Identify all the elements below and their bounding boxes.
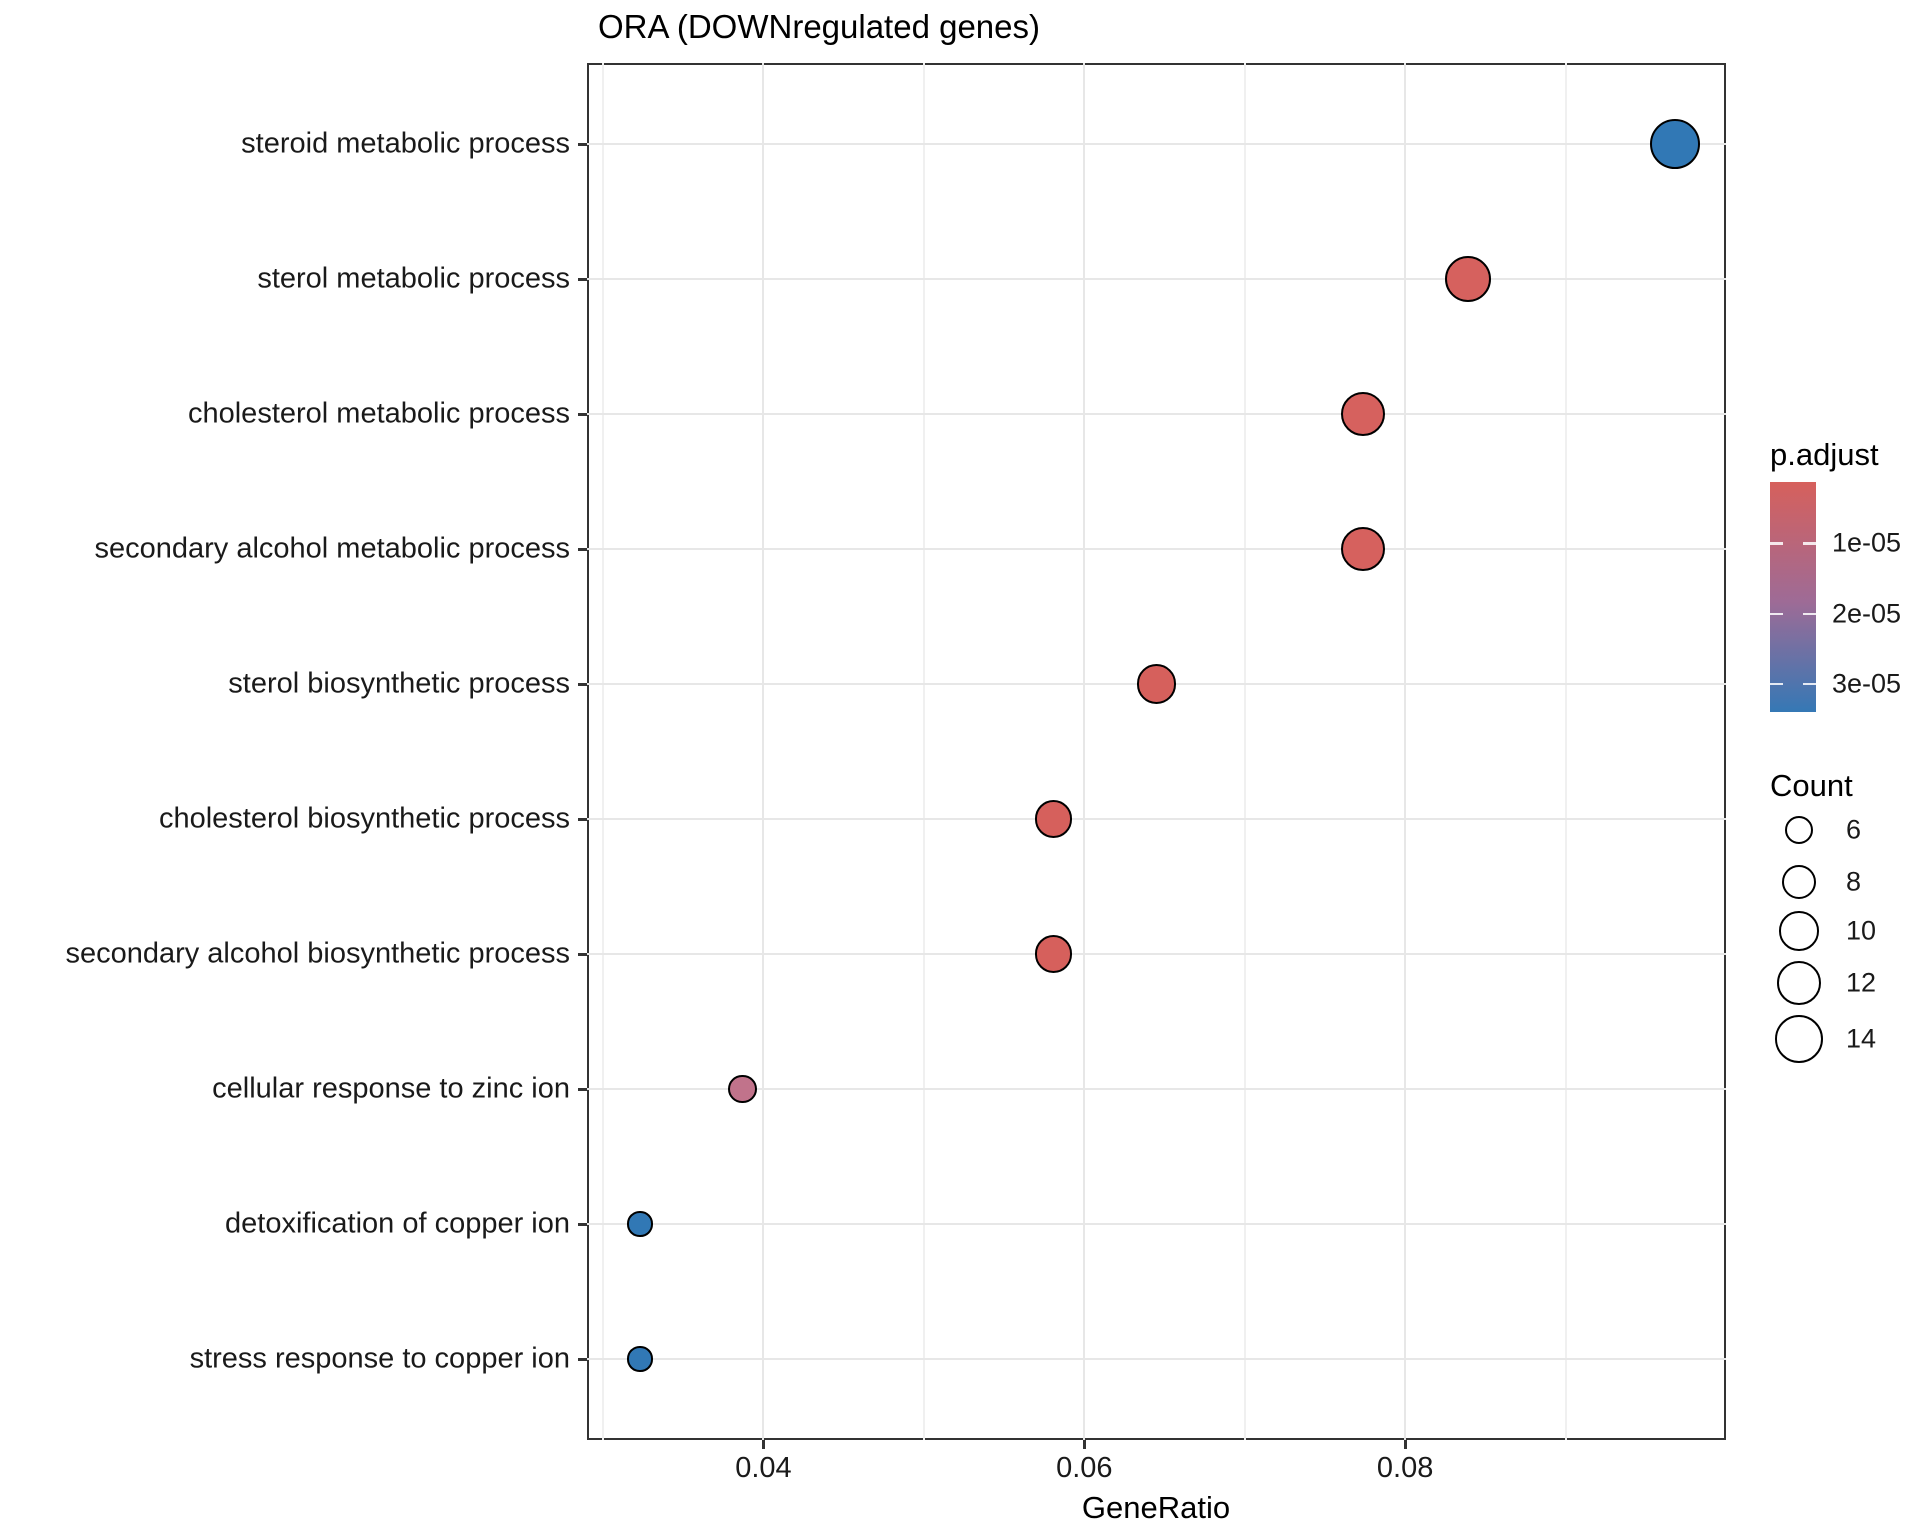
y-axis-tick (578, 143, 587, 146)
grid-line-y-major (587, 143, 1726, 145)
grid-line-y-major (587, 1223, 1726, 1225)
data-point (1649, 119, 1700, 169)
data-point (1341, 392, 1386, 436)
y-axis-label: sterol metabolic process (257, 262, 570, 295)
grid-line-y-major (587, 953, 1726, 955)
grid-line-x-major (1404, 63, 1407, 1440)
x-axis-tick (762, 1440, 765, 1449)
legend-count-circle (1774, 1014, 1823, 1063)
legend-count-circle (1781, 864, 1817, 900)
x-tick-label: 0.06 (1056, 1452, 1113, 1484)
data-point (1035, 800, 1073, 838)
grid-line-y-major (587, 413, 1726, 415)
x-tick-label: 0.08 (1376, 1452, 1434, 1484)
data-point-layer (587, 63, 1726, 1440)
legend-padjust-tick-label: 3e-05 (1832, 668, 1902, 699)
legend-padjust-tick-label: 2e-05 (1832, 598, 1902, 629)
grid-line-x-major (1083, 63, 1086, 1440)
grid-line-x-major (762, 63, 765, 1440)
data-point (1136, 664, 1177, 704)
legend-count-label: 12 (1846, 967, 1877, 998)
grid-line-y-major (587, 1358, 1726, 1360)
y-axis-label: secondary alcohol metabolic process (94, 532, 570, 565)
y-axis-label: cholesterol biosynthetic process (158, 802, 570, 835)
y-axis-tick (578, 1358, 587, 1361)
legend-gradient-tick-right (1803, 682, 1816, 686)
legend-gradient-tick-right (1803, 612, 1816, 616)
legend-padjust-title: p.adjust (1770, 437, 1879, 472)
grid-line-x-minor (922, 63, 925, 1440)
y-axis-label: stress response to copper ion (189, 1342, 570, 1375)
y-axis-tick (578, 683, 587, 686)
data-point (1035, 935, 1073, 973)
chart-title: ORA (DOWNregulated genes) (598, 8, 1041, 45)
x-axis-title: GeneRatio (1081, 1490, 1231, 1525)
legend-count-label: 14 (1846, 1023, 1877, 1054)
legend-gradient-tick-right (1803, 542, 1816, 545)
y-axis-tick (578, 818, 587, 821)
y-axis-tick (578, 278, 587, 281)
legend-gradient-tick-left (1770, 542, 1783, 545)
x-axis-tick (1083, 1440, 1086, 1449)
y-axis-label: sterol biosynthetic process (228, 667, 570, 700)
y-axis-label: secondary alcohol biosynthetic process (65, 937, 570, 970)
data-point (627, 1346, 653, 1372)
legend-padjust-gradient-bar (1770, 482, 1816, 712)
plot-panel (587, 63, 1726, 1440)
grid-line-y-major (587, 278, 1726, 280)
y-axis-label: detoxification of copper ion (225, 1207, 570, 1240)
grid-layer (587, 63, 1726, 1440)
grid-line-y-major (587, 1088, 1726, 1090)
legend-count-circle (1777, 961, 1821, 1005)
x-axis-tick (1404, 1440, 1407, 1449)
grid-line-x-minor (1564, 63, 1567, 1440)
y-axis-tick (578, 1088, 587, 1091)
grid-line-x-minor (1243, 63, 1246, 1440)
data-point (1341, 527, 1386, 571)
y-axis-tick (578, 953, 587, 956)
legend-gradient-tick-left (1770, 682, 1783, 686)
y-axis-label: cellular response to zinc ion (212, 1072, 570, 1105)
grid-line-x-minor (602, 63, 605, 1440)
legend-count-label: 8 (1846, 866, 1862, 897)
grid-line-y-major (587, 818, 1726, 820)
legend-count-circle (1779, 911, 1819, 951)
legend-count-label: 6 (1846, 814, 1862, 845)
y-axis-tick (578, 548, 587, 551)
legend-padjust-ticks (1770, 482, 1816, 712)
legend-count-circle (1784, 815, 1814, 845)
y-axis-label: steroid metabolic process (241, 127, 570, 160)
data-point (1444, 255, 1491, 302)
legend-count-title: Count (1770, 768, 1853, 803)
data-point (728, 1074, 757, 1104)
y-axis-tick (578, 1223, 587, 1226)
y-axis-tick (578, 413, 587, 416)
y-axis-label: cholesterol metabolic process (187, 397, 570, 430)
grid-line-y-major (587, 548, 1726, 550)
legend-padjust-tick-label: 1e-05 (1832, 527, 1902, 558)
x-tick-label: 0.04 (735, 1452, 792, 1484)
legend-gradient-tick-left (1770, 612, 1783, 616)
data-point (627, 1211, 653, 1237)
legend-count-label: 10 (1846, 915, 1877, 946)
